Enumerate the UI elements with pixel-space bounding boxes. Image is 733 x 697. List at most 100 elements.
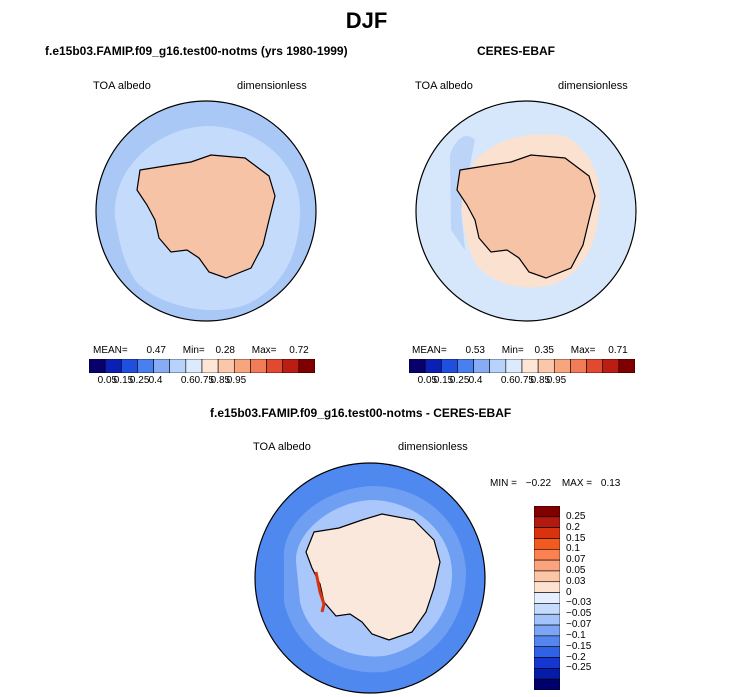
colorbar-swatch: [534, 517, 560, 528]
colorbar-tick-label: 0.25: [130, 375, 149, 386]
colorbar-tick-label: 0.25: [450, 375, 469, 386]
colorbar-swatch: [490, 359, 506, 373]
colorbar-swatch: [154, 359, 170, 373]
panel-1-min-value: 0.28: [216, 345, 235, 356]
colorbar-swatch: [534, 625, 560, 636]
panel-1-colorbar: [89, 359, 315, 373]
colorbar-swatch: [534, 658, 560, 669]
panel-2-min-value: 0.35: [535, 345, 554, 356]
panel-1-max-value: 0.72: [289, 345, 308, 356]
colorbar-swatch: [534, 679, 560, 690]
colorbar-swatch: [105, 359, 121, 373]
panel-2-colorbar: [409, 359, 635, 373]
colorbar-tick-label: 0.07: [566, 554, 585, 565]
panel-3-min-value: −0.22: [526, 478, 551, 489]
colorbar-swatch: [457, 359, 473, 373]
colorbar-swatch: [267, 359, 283, 373]
colorbar-swatch: [534, 593, 560, 604]
colorbar-tick-label: −0.15: [566, 641, 591, 652]
colorbar-swatch: [619, 359, 635, 373]
panel-3-colorbar: [534, 506, 560, 690]
colorbar-swatch: [534, 614, 560, 625]
colorbar-swatch: [534, 538, 560, 549]
colorbar-swatch: [283, 359, 299, 373]
colorbar-tick-label: 0.03: [566, 576, 585, 587]
panel-3-title: f.e15b03.FAMIP.f09_g16.test00-notms - CE…: [210, 406, 511, 420]
colorbar-tick-label: 0.4: [469, 375, 483, 386]
panel-1-max-label: Max=: [252, 345, 277, 356]
panel-3-max-value: 0.13: [601, 478, 620, 489]
colorbar-swatch: [202, 359, 218, 373]
panel-2-mean-label: MEAN=: [412, 345, 447, 356]
colorbar-tick-label: 0.2: [566, 522, 580, 533]
colorbar-swatch: [89, 359, 105, 373]
colorbar-swatch: [441, 359, 457, 373]
colorbar-swatch: [603, 359, 619, 373]
colorbar-tick-label: 0.6: [501, 375, 515, 386]
colorbar-swatch: [425, 359, 441, 373]
panel-3-variable-label: TOA albedo: [253, 441, 311, 453]
panel-3-max-label: MAX =: [562, 478, 592, 489]
colorbar-swatch: [409, 359, 425, 373]
colorbar-swatch: [121, 359, 137, 373]
panel-1-min-label: Min=: [183, 345, 205, 356]
panel-1-stats: MEAN= 0.47 Min= 0.28 Max= 0.72: [93, 345, 309, 356]
panel-1-variable-label: TOA albedo: [93, 80, 151, 92]
colorbar-tick-label: −0.25: [566, 662, 591, 673]
colorbar-tick-label: −0.05: [566, 608, 591, 619]
colorbar-swatch: [534, 647, 560, 658]
colorbar-swatch: [170, 359, 186, 373]
colorbar-tick-label: −0.07: [566, 619, 591, 630]
colorbar-tick-label: 0.95: [227, 375, 246, 386]
colorbar-swatch: [534, 582, 560, 593]
colorbar-tick-label: 0.4: [149, 375, 163, 386]
page-title: DJF: [0, 8, 733, 34]
colorbar-swatch: [299, 359, 315, 373]
panel-3-stats: MIN = −0.22 MAX = 0.13: [490, 478, 620, 489]
panel-3-polar-map: [254, 462, 486, 694]
panel-3-units-label: dimensionless: [398, 441, 468, 453]
panel-1-title: f.e15b03.FAMIP.f09_g16.test00-notms (yrs…: [45, 44, 348, 58]
panel-2-polar-map: [415, 100, 637, 322]
panel-2-max-label: Max=: [571, 345, 596, 356]
colorbar-swatch: [534, 549, 560, 560]
panel-2-variable-label: TOA albedo: [415, 80, 473, 92]
colorbar-swatch: [186, 359, 202, 373]
colorbar-swatch: [534, 560, 560, 571]
colorbar-swatch: [218, 359, 234, 373]
colorbar-swatch: [522, 359, 538, 373]
colorbar-swatch: [506, 359, 522, 373]
panel-2-stats: MEAN= 0.53 Min= 0.35 Max= 0.71: [412, 345, 628, 356]
colorbar-swatch: [534, 506, 560, 517]
colorbar-swatch: [534, 636, 560, 647]
panel-1-units-label: dimensionless: [237, 80, 307, 92]
panel-2-units-label: dimensionless: [558, 80, 628, 92]
colorbar-tick-label: 0.95: [547, 375, 566, 386]
colorbar-swatch: [234, 359, 250, 373]
colorbar-swatch: [587, 359, 603, 373]
panel-3-colorbar-labels: 0.250.20.150.10.070.050.030−0.03−0.05−0.…: [566, 506, 606, 690]
colorbar-swatch: [534, 668, 560, 679]
colorbar-swatch: [554, 359, 570, 373]
colorbar-tick-label: 0: [566, 587, 572, 598]
colorbar-swatch: [570, 359, 586, 373]
colorbar-tick-label: −0.03: [566, 597, 591, 608]
panel-2-colorbar-labels: 0.050.150.250.40.60.750.850.95: [409, 375, 635, 389]
panel-2-mean-value: 0.53: [466, 345, 485, 356]
colorbar-tick-label: −0.2: [566, 652, 586, 663]
colorbar-tick-label: −0.1: [566, 630, 586, 641]
colorbar-swatch: [534, 528, 560, 539]
colorbar-swatch: [534, 603, 560, 614]
colorbar-tick-label: 0.15: [566, 533, 585, 544]
panel-2-min-label: Min=: [502, 345, 524, 356]
panel-1-mean-label: MEAN=: [93, 345, 128, 356]
colorbar-swatch: [137, 359, 153, 373]
panel-2-max-value: 0.71: [608, 345, 627, 356]
panel-1-mean-value: 0.47: [147, 345, 166, 356]
colorbar-tick-label: 0.1: [566, 543, 580, 554]
panel-1-polar-map: [95, 100, 317, 322]
colorbar-swatch: [474, 359, 490, 373]
panel-2-title: CERES-EBAF: [477, 44, 555, 58]
colorbar-swatch: [250, 359, 266, 373]
colorbar-tick-label: 0.6: [181, 375, 195, 386]
